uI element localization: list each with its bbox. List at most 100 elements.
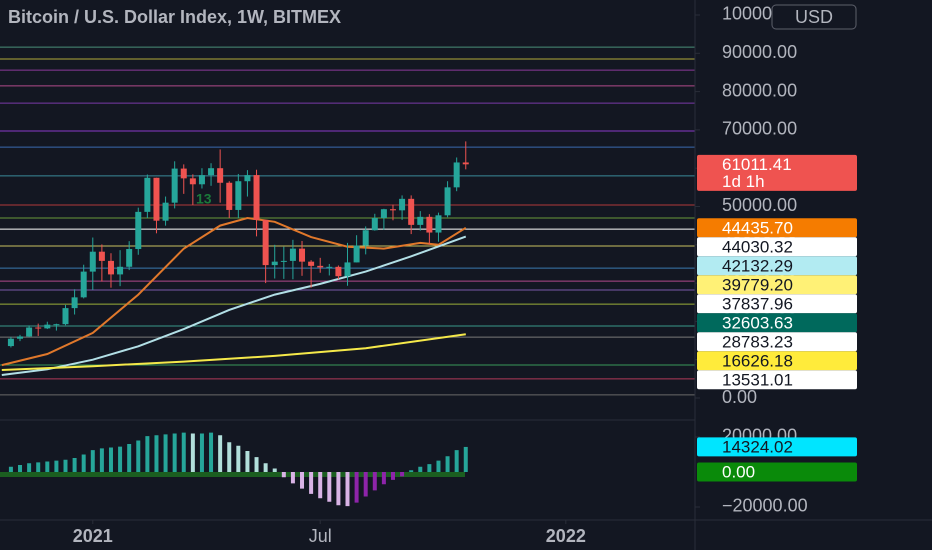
candle-body	[208, 168, 215, 176]
histogram-bar	[154, 435, 159, 472]
histogram-bar	[136, 440, 141, 472]
price-label-box	[697, 154, 857, 191]
candle-body	[408, 198, 415, 225]
histogram-bar	[18, 464, 23, 472]
price-label: 32603.63	[722, 313, 793, 332]
price-label-box	[697, 237, 857, 257]
histogram-bar	[218, 435, 223, 472]
histogram-bar	[436, 460, 441, 472]
histogram-bar	[118, 446, 123, 472]
candle-body	[344, 262, 351, 277]
candle-body	[289, 248, 296, 261]
price-label-box	[697, 332, 857, 352]
histogram-bar	[36, 462, 41, 472]
histogram-bar	[145, 436, 150, 472]
histogram-bar	[318, 471, 323, 499]
histogram-bar	[345, 471, 350, 507]
candle-body	[271, 261, 278, 266]
histogram-bar	[127, 443, 132, 472]
candle-body	[389, 209, 396, 211]
candle-body	[171, 168, 178, 203]
histogram-bar	[300, 471, 305, 489]
histogram-bar	[427, 464, 432, 472]
candle-body	[53, 324, 60, 326]
price-label: 37837.96	[722, 294, 793, 313]
moving-average	[1, 216, 467, 367]
histogram-bar	[54, 460, 59, 472]
candle-body	[189, 178, 196, 185]
histogram-bar	[99, 448, 104, 472]
histogram-bar	[81, 454, 86, 472]
candle-body	[453, 162, 460, 188]
candle-body	[35, 327, 42, 329]
candle-body	[462, 162, 469, 165]
candle-body	[180, 168, 187, 179]
candle-body	[117, 266, 124, 275]
histogram-bar	[400, 471, 405, 477]
histogram-bar	[236, 445, 241, 472]
candle-body	[71, 297, 78, 309]
price-label: 28783.23	[722, 332, 793, 351]
price-label: 39779.20	[722, 275, 793, 294]
histogram-bar	[409, 470, 414, 472]
candle-body	[135, 211, 142, 250]
x-tick-label: 2021	[73, 526, 113, 546]
moving-average	[1, 333, 466, 371]
candle-body	[217, 168, 224, 183]
candle-body	[417, 216, 424, 225]
x-tick-label: Jul	[309, 526, 332, 546]
candle-body	[444, 187, 451, 216]
candle-body	[317, 265, 324, 268]
price-label: 14324.02	[722, 437, 793, 456]
candle-body	[235, 181, 242, 210]
candle-body	[98, 251, 105, 261]
candle-body	[126, 249, 133, 267]
price-label-box	[697, 294, 857, 314]
histogram-bar	[8, 466, 13, 472]
price-label-box	[697, 370, 857, 390]
histogram-bar	[163, 434, 168, 472]
candle-body	[26, 327, 33, 337]
currency-button-box	[771, 4, 857, 30]
histogram-bar	[227, 442, 232, 472]
candle-body	[144, 177, 151, 212]
histogram-bar	[272, 468, 277, 472]
candle-body	[162, 202, 169, 221]
y-tick-label: 80000.00	[722, 80, 797, 100]
y-tick-label: 90000.00	[722, 42, 797, 62]
candle-body	[7, 338, 14, 347]
candle-body	[17, 336, 24, 339]
y-tick-label: 0.00	[722, 387, 757, 407]
histogram-bar	[190, 433, 195, 472]
histogram-bar	[327, 471, 332, 502]
histogram-bar	[309, 471, 314, 494]
histogram-bar	[108, 447, 113, 472]
candle-body	[80, 271, 87, 298]
histogram-bar	[372, 471, 377, 491]
y-tick-label: −20000.00	[722, 496, 808, 516]
candle-body	[280, 260, 287, 262]
candle-body	[435, 215, 442, 233]
histogram-bar	[199, 433, 204, 472]
candle-body	[44, 324, 51, 329]
histogram-bar	[281, 471, 286, 478]
price-label: 0.00	[722, 462, 755, 481]
price-label-box	[697, 351, 857, 371]
candle-body	[353, 245, 360, 263]
price-label: 16626.18	[722, 351, 793, 370]
candle-body	[335, 266, 342, 277]
histogram-bar	[254, 457, 259, 472]
histogram-bar	[27, 463, 32, 472]
candle-body	[362, 230, 369, 246]
price-label-box	[697, 313, 857, 333]
price-label: 44435.70	[722, 218, 793, 237]
histogram-bar	[90, 450, 95, 472]
price-label: 13531.01	[722, 370, 793, 389]
histogram-bar	[181, 432, 186, 472]
candle-body	[198, 175, 205, 185]
candle-body	[326, 266, 333, 268]
currency-button[interactable]: USD	[771, 4, 857, 30]
candle-body	[89, 251, 96, 272]
countdown: 1d 1h	[722, 172, 765, 191]
